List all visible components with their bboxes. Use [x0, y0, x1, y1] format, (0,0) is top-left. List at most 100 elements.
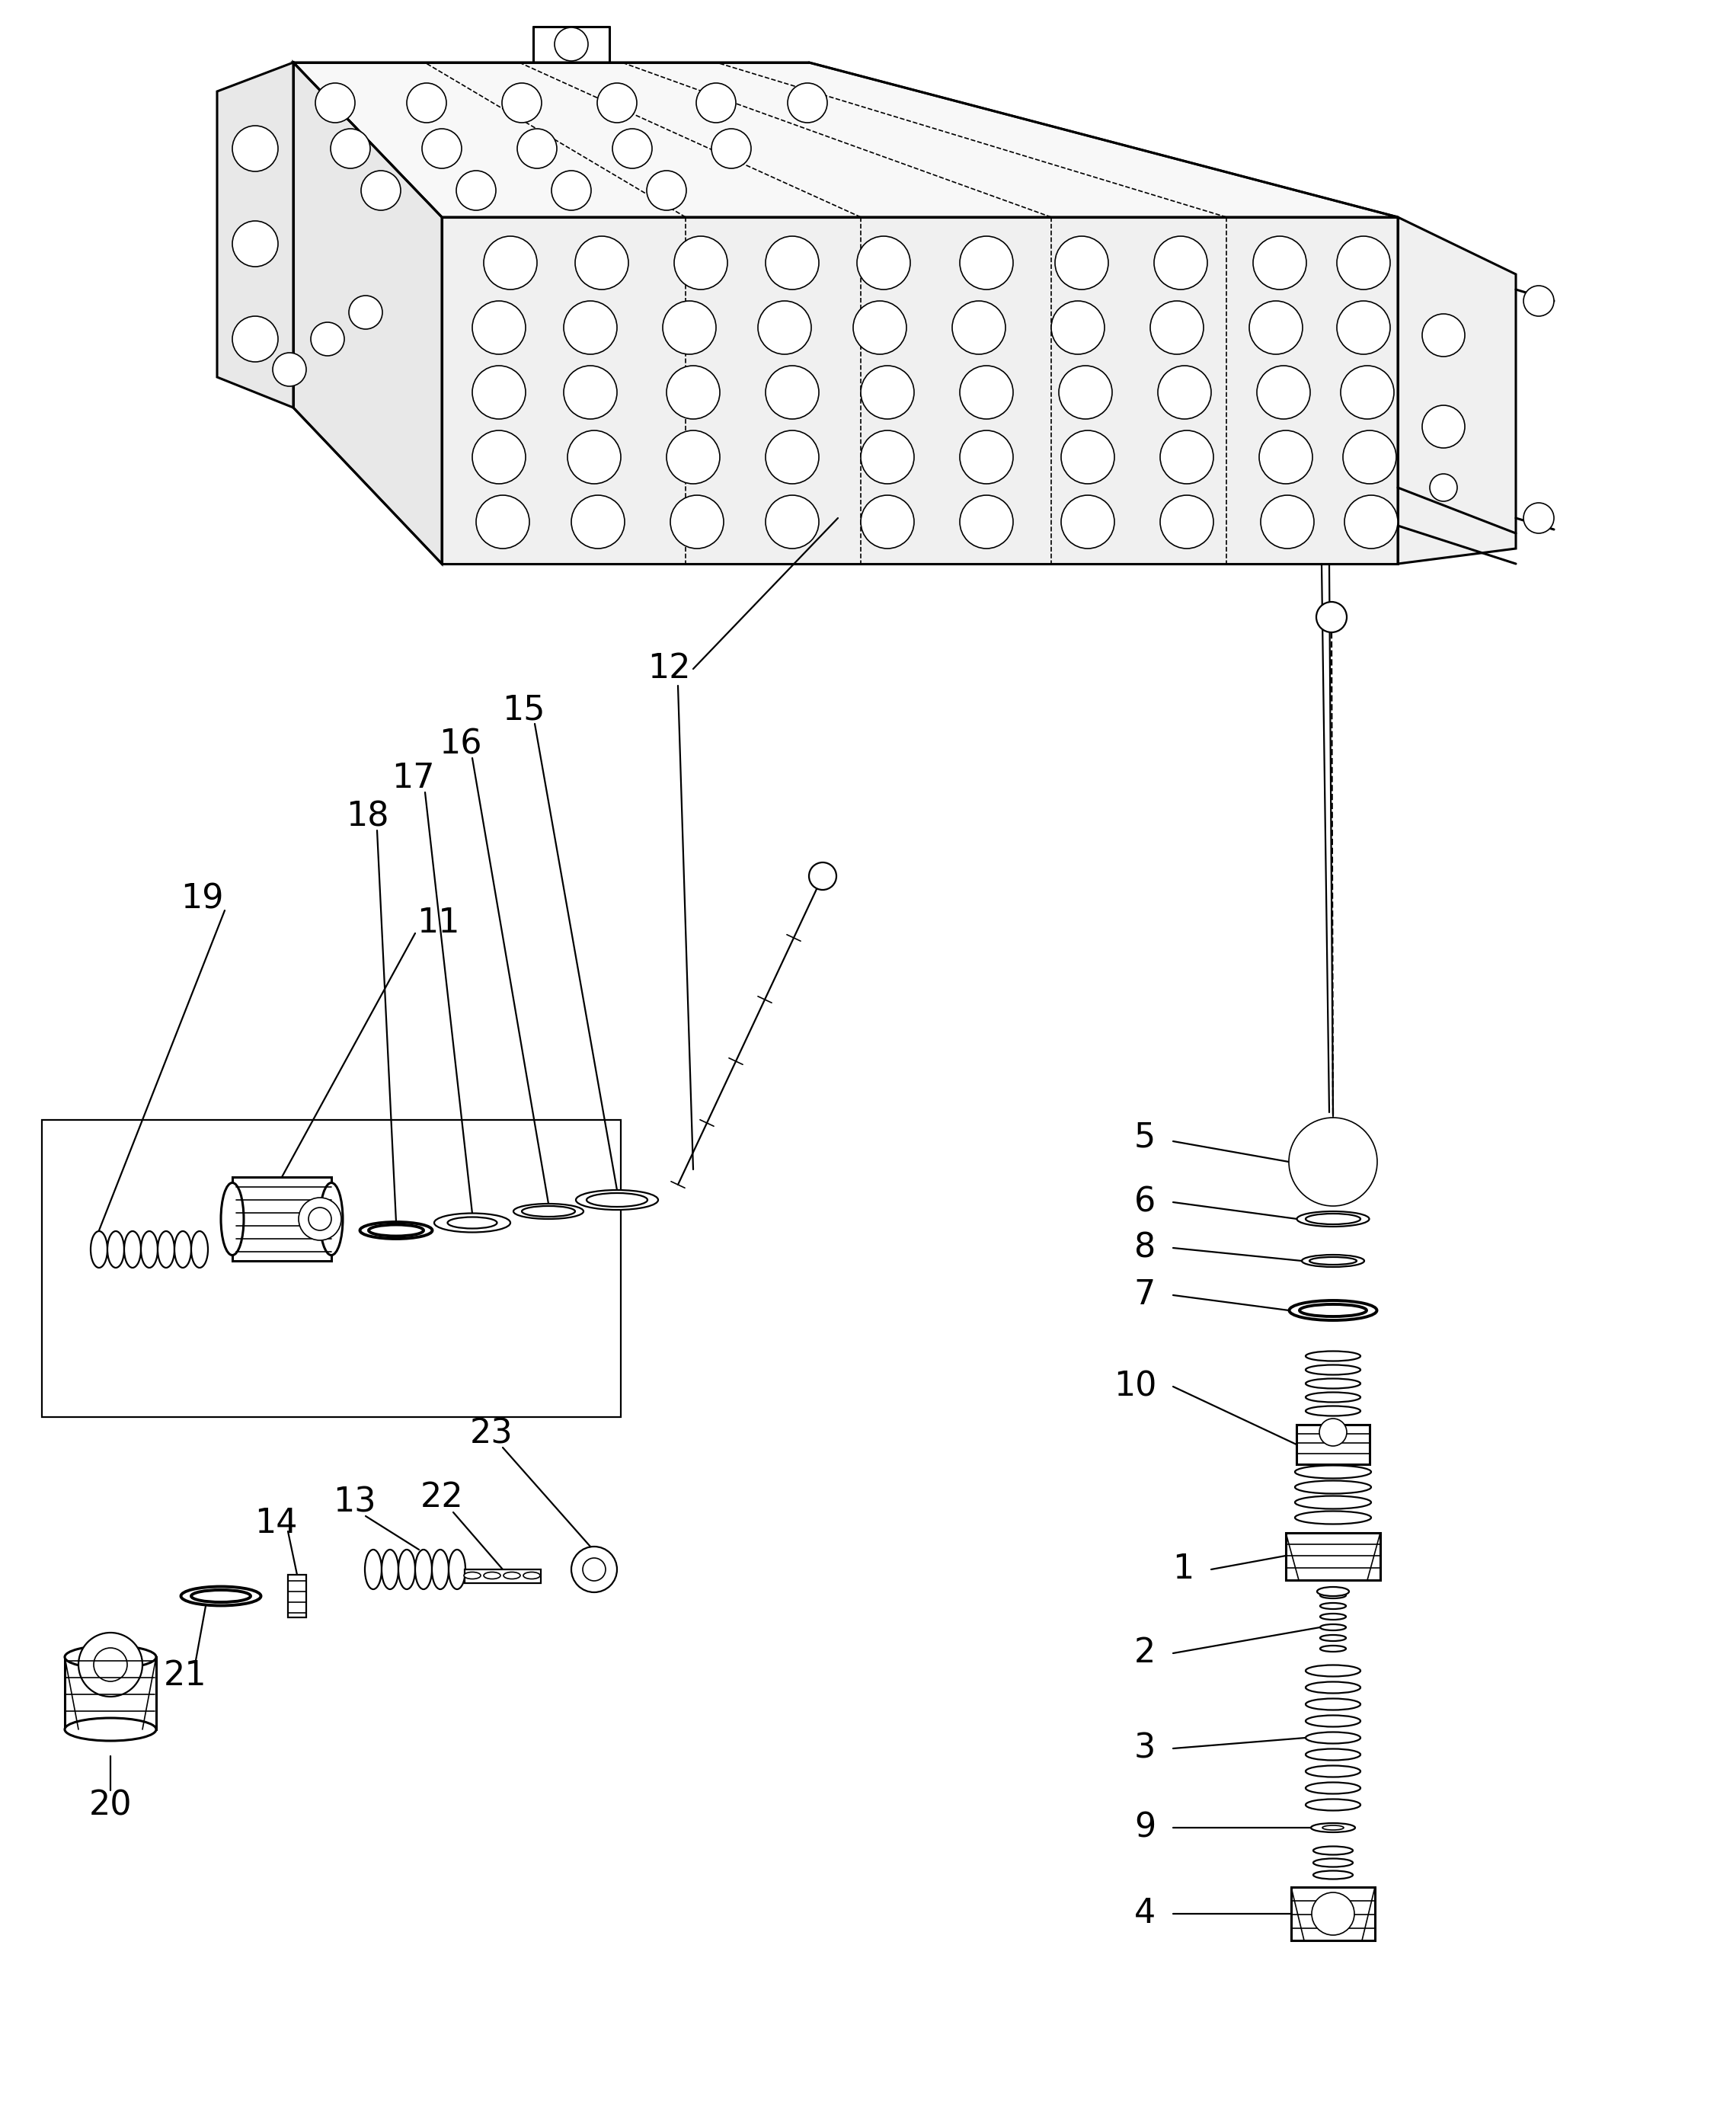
Ellipse shape: [1305, 1799, 1361, 1811]
Circle shape: [1160, 431, 1213, 484]
Circle shape: [472, 301, 526, 354]
Text: 13: 13: [333, 1487, 375, 1519]
Ellipse shape: [1305, 1716, 1361, 1726]
Circle shape: [1260, 494, 1314, 549]
Ellipse shape: [448, 1550, 465, 1589]
Circle shape: [233, 316, 278, 363]
Circle shape: [1259, 431, 1312, 484]
Ellipse shape: [1305, 1733, 1361, 1743]
Circle shape: [309, 1207, 332, 1230]
Text: 6: 6: [1134, 1186, 1156, 1220]
Ellipse shape: [434, 1213, 510, 1232]
Polygon shape: [293, 62, 1397, 216]
Ellipse shape: [1305, 1364, 1361, 1374]
Ellipse shape: [415, 1550, 432, 1589]
Ellipse shape: [1305, 1391, 1361, 1402]
Ellipse shape: [1295, 1495, 1371, 1508]
Ellipse shape: [503, 1572, 521, 1578]
Circle shape: [809, 863, 837, 891]
Circle shape: [1340, 365, 1394, 420]
Ellipse shape: [523, 1572, 540, 1578]
Ellipse shape: [1312, 1871, 1352, 1879]
Circle shape: [1061, 494, 1115, 549]
Circle shape: [960, 494, 1014, 549]
Ellipse shape: [1305, 1379, 1361, 1389]
Circle shape: [484, 235, 536, 288]
Ellipse shape: [1297, 1211, 1370, 1226]
Bar: [288, 1574, 306, 1618]
Ellipse shape: [1305, 1406, 1361, 1417]
Ellipse shape: [191, 1230, 208, 1268]
Circle shape: [1430, 473, 1457, 501]
Ellipse shape: [514, 1205, 583, 1220]
Circle shape: [1312, 1892, 1354, 1934]
Circle shape: [78, 1633, 142, 1697]
Circle shape: [667, 431, 720, 484]
Circle shape: [1151, 301, 1203, 354]
Circle shape: [613, 129, 653, 168]
Ellipse shape: [90, 1230, 108, 1268]
Text: 23: 23: [470, 1417, 512, 1451]
Circle shape: [1344, 494, 1397, 549]
Ellipse shape: [1305, 1682, 1361, 1693]
Ellipse shape: [1305, 1750, 1361, 1760]
Ellipse shape: [1319, 1603, 1345, 1610]
Ellipse shape: [220, 1184, 243, 1256]
Ellipse shape: [1302, 1256, 1364, 1266]
Circle shape: [1524, 503, 1554, 532]
Ellipse shape: [1305, 1782, 1361, 1794]
Ellipse shape: [1305, 1213, 1361, 1224]
Ellipse shape: [1290, 1300, 1377, 1319]
Circle shape: [1316, 602, 1347, 632]
Ellipse shape: [368, 1224, 424, 1237]
Circle shape: [349, 295, 382, 329]
Circle shape: [564, 365, 616, 420]
Text: 19: 19: [181, 882, 224, 916]
Circle shape: [1061, 431, 1115, 484]
Circle shape: [766, 431, 819, 484]
Ellipse shape: [1312, 1858, 1352, 1866]
Circle shape: [1250, 301, 1302, 354]
Ellipse shape: [1305, 1699, 1361, 1710]
Circle shape: [960, 235, 1014, 288]
Circle shape: [663, 301, 715, 354]
Circle shape: [564, 301, 616, 354]
Circle shape: [1422, 405, 1465, 448]
Ellipse shape: [1319, 1625, 1345, 1631]
Circle shape: [472, 431, 526, 484]
Circle shape: [1288, 1118, 1377, 1207]
Circle shape: [273, 352, 306, 386]
Circle shape: [1344, 431, 1396, 484]
Circle shape: [361, 170, 401, 210]
Ellipse shape: [1295, 1466, 1371, 1478]
Circle shape: [583, 1559, 606, 1580]
Bar: [42, 1120, 621, 1417]
Circle shape: [1160, 494, 1213, 549]
Circle shape: [233, 221, 278, 267]
Circle shape: [1257, 365, 1311, 420]
Circle shape: [233, 125, 278, 172]
Ellipse shape: [1312, 1847, 1352, 1854]
Circle shape: [674, 235, 727, 288]
Circle shape: [861, 431, 915, 484]
Circle shape: [766, 494, 819, 549]
Ellipse shape: [1309, 1258, 1356, 1264]
Ellipse shape: [484, 1572, 500, 1578]
Ellipse shape: [576, 1190, 658, 1209]
Text: 10: 10: [1113, 1370, 1156, 1402]
Ellipse shape: [191, 1591, 250, 1601]
Circle shape: [1055, 235, 1108, 288]
Circle shape: [517, 129, 557, 168]
Text: 8: 8: [1134, 1232, 1156, 1264]
Circle shape: [330, 129, 370, 168]
Circle shape: [861, 494, 915, 549]
Text: 3: 3: [1134, 1733, 1156, 1765]
Circle shape: [316, 83, 354, 123]
Text: 2: 2: [1134, 1637, 1156, 1669]
Circle shape: [311, 322, 344, 356]
Text: 16: 16: [439, 728, 481, 761]
Text: 4: 4: [1134, 1898, 1156, 1930]
Circle shape: [597, 83, 637, 123]
Ellipse shape: [1319, 1593, 1345, 1599]
Bar: [1286, 1533, 1380, 1580]
